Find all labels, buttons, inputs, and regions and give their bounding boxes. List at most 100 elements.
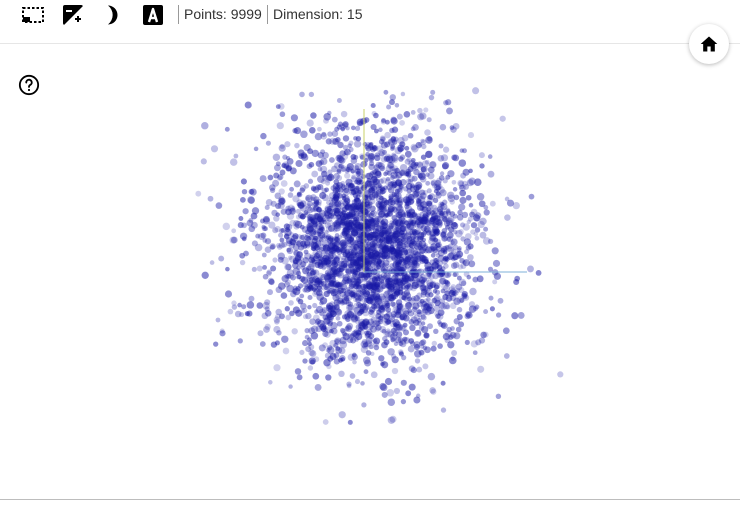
- scatter-point: [332, 195, 340, 202]
- scatter-point: [437, 343, 443, 349]
- scatter-point: [404, 275, 411, 282]
- home-icon: [700, 36, 718, 52]
- scatter-point: [379, 304, 386, 311]
- scatter-point: [365, 321, 371, 326]
- scatter-point: [391, 192, 397, 198]
- scatter-point: [273, 215, 280, 222]
- scatter-point: [297, 201, 305, 209]
- scatter-point: [312, 230, 318, 236]
- scatter-point: [416, 199, 423, 205]
- scatter-point: [323, 317, 331, 325]
- scatter-point: [319, 300, 324, 306]
- scatter-point: [386, 104, 392, 110]
- scatter-point: [337, 192, 343, 199]
- scatter-point: [424, 259, 429, 264]
- scatter-point: [318, 308, 326, 317]
- scatter-point: [328, 287, 336, 295]
- scatter-point: [367, 342, 375, 350]
- scatter-point: [367, 247, 373, 253]
- scatter-point: [452, 244, 459, 250]
- scatter-point: [357, 221, 365, 230]
- scatter-point: [367, 296, 372, 301]
- scatter-point: [314, 261, 321, 269]
- scatter-point: [320, 274, 327, 281]
- scatter-point: [387, 317, 393, 324]
- scatter-point: [296, 270, 302, 276]
- scatter-point: [289, 219, 297, 227]
- scatter-point: [468, 168, 473, 174]
- scatter-point: [455, 287, 461, 294]
- scatter-point: [489, 306, 495, 312]
- scatter-point: [432, 221, 440, 228]
- scatter-point: [369, 266, 375, 272]
- scatter-point: [478, 152, 485, 159]
- scatter-point: [350, 333, 356, 339]
- scatter-point: [296, 265, 301, 270]
- scatter-point: [328, 197, 334, 202]
- scatter-point: [325, 180, 331, 186]
- scatter-point: [363, 223, 371, 230]
- scatter-point: [292, 262, 299, 269]
- scatter-point: [425, 150, 433, 158]
- scatter-point: [267, 289, 273, 296]
- scatter-point: [445, 210, 452, 216]
- scatter-point: [439, 123, 447, 131]
- scatter-point: [302, 314, 309, 320]
- scatter-point: [415, 240, 423, 248]
- scatter-point: [335, 271, 341, 277]
- scatter-point: [359, 307, 365, 313]
- scatter-point: [425, 180, 431, 186]
- scatter-point: [358, 321, 366, 329]
- scatter-point: [424, 346, 431, 354]
- scatter-point: [382, 336, 388, 342]
- scatter-point: [330, 267, 338, 276]
- scatter-point: [458, 229, 464, 235]
- scatter-point: [375, 293, 381, 299]
- scatter-point: [261, 312, 269, 320]
- scatter-point: [280, 208, 287, 215]
- scatter-point: [334, 126, 340, 132]
- scatter-point: [363, 223, 370, 229]
- scatter-point: [261, 225, 268, 232]
- scatter-point: [354, 165, 360, 170]
- scatter-point: [354, 281, 362, 289]
- scatter-point: [229, 236, 237, 244]
- scatter-point: [357, 256, 362, 262]
- scatter-point: [330, 288, 338, 297]
- scatter-point: [407, 308, 413, 314]
- contrast-icon[interactable]: [61, 3, 85, 27]
- scatter-point: [345, 166, 351, 173]
- scatter-point: [400, 379, 407, 386]
- scatter-point: [433, 328, 439, 335]
- scatter-point: [402, 295, 408, 301]
- scatter-point: [342, 251, 349, 257]
- scatter-point: [283, 223, 291, 230]
- scatter-point: [415, 297, 422, 304]
- scatter-point: [383, 213, 389, 219]
- scatter-point: [381, 197, 388, 204]
- scatter-point: [346, 287, 351, 292]
- scatter-point: [373, 344, 380, 351]
- scatter-point: [399, 170, 405, 176]
- scatter-point: [506, 199, 515, 207]
- select-rectangle-icon[interactable]: [21, 3, 45, 27]
- scatter-point: [363, 153, 369, 160]
- scatter-point: [372, 287, 381, 296]
- scatter-point: [310, 245, 317, 251]
- scatter-point: [463, 183, 469, 190]
- scatter-point: [434, 179, 442, 187]
- scatter-point: [369, 241, 376, 248]
- scatter-point: [307, 279, 313, 285]
- dark-mode-icon[interactable]: [101, 3, 125, 27]
- scatter-point: [241, 188, 248, 195]
- scatter-point: [385, 155, 394, 163]
- scatter-point: [319, 323, 327, 331]
- scatter-point: [392, 277, 400, 285]
- scatter-plot[interactable]: [0, 45, 740, 499]
- scatter-point: [321, 307, 328, 314]
- scatter-point: [302, 257, 309, 264]
- help-button[interactable]: [18, 74, 40, 96]
- home-button[interactable]: [689, 24, 729, 64]
- label-icon[interactable]: [141, 3, 165, 27]
- scatter-point: [310, 196, 315, 202]
